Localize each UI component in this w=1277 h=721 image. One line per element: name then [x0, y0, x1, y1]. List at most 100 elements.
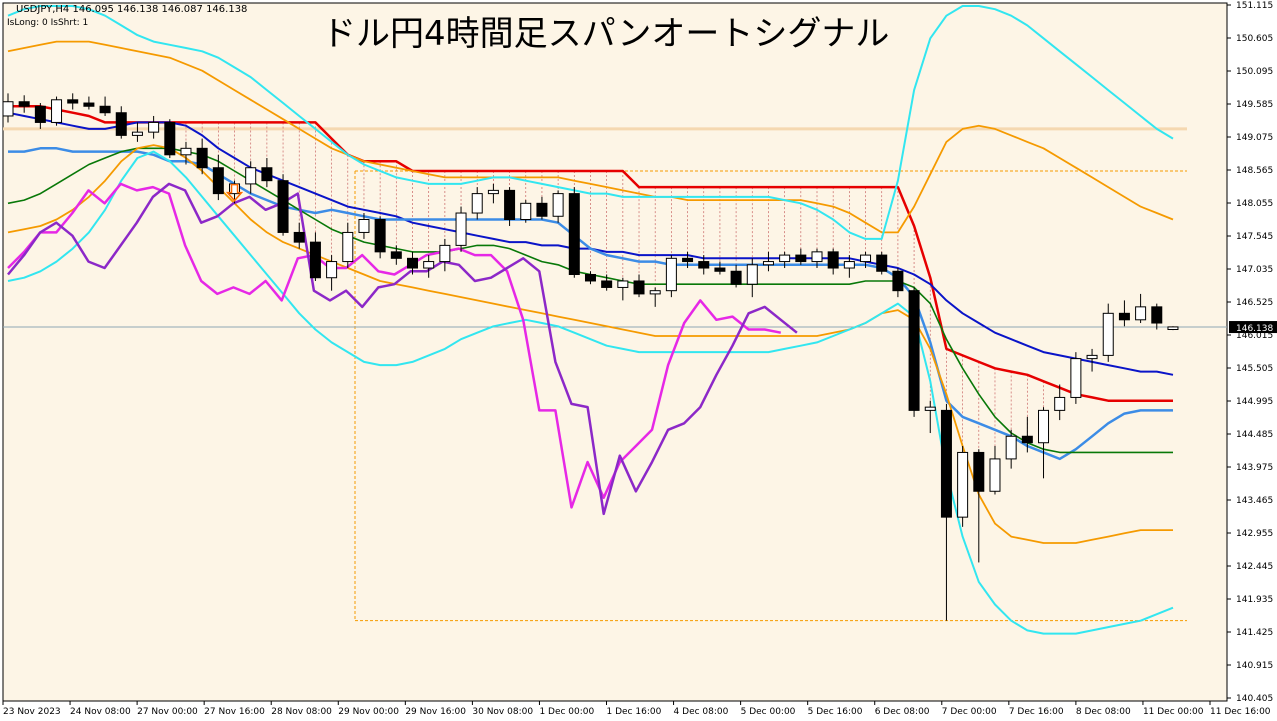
candle-body [455, 212, 467, 246]
x-tick-label: 5 Dec 16:00 [808, 707, 863, 717]
candle-body [584, 274, 596, 282]
candle-body [973, 451, 985, 492]
candle-body [407, 257, 418, 269]
candle-body [617, 280, 629, 288]
candle-body [309, 241, 321, 279]
candle-body [83, 102, 95, 107]
y-tick-label: 146.015 [1236, 331, 1273, 341]
candle-body [1038, 409, 1050, 444]
candle-body [649, 290, 661, 295]
candle-body [892, 270, 904, 292]
x-tick-label: 5 Dec 00:00 [741, 707, 796, 717]
candle-body [358, 219, 370, 233]
candle-body [843, 261, 855, 269]
candle-body [51, 99, 63, 123]
x-tick-label: 6 Dec 08:00 [875, 707, 930, 717]
candle-body [762, 261, 774, 266]
sell-arrow-icon [225, 183, 244, 202]
candle-body [957, 451, 969, 518]
candle-body [115, 112, 127, 136]
y-tick-label: 144.485 [1236, 430, 1273, 440]
y-tick-label: 149.075 [1236, 133, 1273, 143]
x-tick-label: 27 Nov 00:00 [137, 707, 198, 717]
series-line-5 [7, 40, 1174, 234]
series-line-9 [7, 182, 798, 516]
y-tick-label: 143.975 [1236, 463, 1273, 473]
candle-body [876, 254, 888, 272]
candle-body [860, 254, 872, 263]
candle-body [601, 280, 613, 288]
signal-markers [225, 183, 244, 202]
candle-body [827, 251, 839, 269]
candles [2, 93, 1179, 621]
x-tick-label: 30 Nov 08:00 [472, 707, 533, 717]
candle-body [940, 409, 952, 518]
x-tick-label: 28 Nov 08:00 [271, 707, 332, 717]
candle-body [779, 254, 791, 263]
y-tick-label: 148.565 [1236, 166, 1273, 176]
candle-body [924, 406, 936, 411]
plot-area [2, 2, 1228, 702]
candle-body [730, 270, 742, 285]
candle-body [261, 167, 273, 182]
candle-body [1021, 435, 1033, 444]
y-tick-label: 150.605 [1236, 34, 1273, 44]
candle-body [245, 167, 257, 185]
x-tick-label: 8 Dec 08:00 [1076, 707, 1131, 717]
candle-body [342, 231, 354, 263]
candle-body [665, 257, 677, 292]
candle-body [746, 264, 758, 285]
candle-body [1167, 326, 1179, 331]
y-tick-label: 147.545 [1236, 232, 1273, 242]
y-tick-label: 146.525 [1236, 298, 1273, 308]
candle-body [1135, 306, 1147, 321]
candle-body [908, 290, 920, 411]
candle-body [99, 105, 111, 114]
candle-body [714, 267, 726, 272]
candle-body [633, 280, 645, 295]
candle-body [471, 193, 483, 214]
candle-body [989, 458, 1001, 492]
symbol-header: USDJPY,H4 146.095 146.138 146.087 146.13… [16, 4, 248, 15]
candle-body [1086, 354, 1098, 360]
y-tick-label: 144.995 [1236, 397, 1273, 407]
y-tick-label: 140.915 [1236, 661, 1273, 671]
y-tick-label: 140.405 [1236, 694, 1273, 704]
y-tick-label: 141.935 [1236, 595, 1273, 605]
candle-body [180, 147, 192, 156]
y-tick-label: 148.055 [1236, 199, 1273, 209]
series-line-8 [7, 182, 782, 509]
candle-body [131, 131, 143, 136]
y-tick-label: 143.465 [1236, 496, 1273, 506]
candle-body [1070, 358, 1082, 398]
y-tick-label: 142.955 [1236, 529, 1273, 539]
candle-body [148, 121, 160, 133]
y-tick-label: 147.035 [1236, 265, 1273, 275]
candle-body [277, 180, 289, 233]
candle-body [229, 183, 241, 195]
candle-body [2, 101, 14, 117]
x-tick-label: 29 Nov 16:00 [405, 707, 466, 717]
x-tick-label: 27 Nov 16:00 [204, 707, 265, 717]
y-tick-label: 149.585 [1236, 100, 1273, 110]
x-tick-label: 11 Dec 16:00 [1210, 707, 1271, 717]
candle-body [568, 193, 580, 275]
current-price-label: 146.138 [1236, 324, 1273, 334]
candle-body [164, 121, 176, 156]
candle-body [374, 219, 386, 253]
y-tick-label: 142.445 [1236, 562, 1273, 572]
x-tick-label: 4 Dec 08:00 [674, 707, 729, 717]
x-tick-label: 29 Nov 00:00 [338, 707, 399, 717]
candle-body [212, 167, 224, 195]
series-line-0 [8, 105, 1173, 402]
candle-body [196, 147, 208, 169]
candle-body [811, 251, 823, 263]
candle-body [1151, 306, 1163, 324]
x-tick-label: 7 Dec 00:00 [942, 707, 997, 717]
candle-body [67, 99, 79, 104]
current-price-badge [1229, 321, 1277, 334]
overlay-title: ドル円4時間足スパンオートシグナル [322, 14, 890, 54]
candle-body [1118, 312, 1130, 321]
candle-body [552, 193, 564, 217]
x-tick-label: 11 Dec 00:00 [1143, 707, 1204, 717]
